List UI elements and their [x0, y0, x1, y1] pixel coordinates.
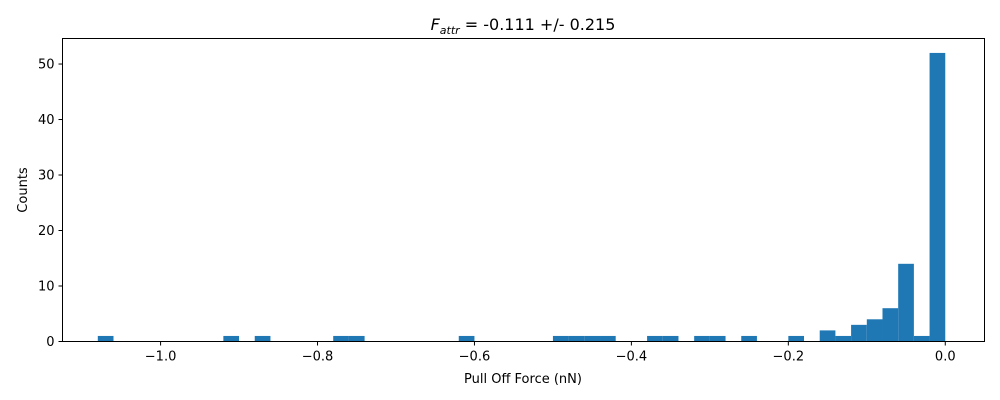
chart-title: Fattr = -0.111 +/- 0.215 — [431, 15, 616, 37]
histogram-bar — [458, 335, 475, 342]
y-tick-label: 50 — [38, 58, 55, 73]
histogram-bar — [568, 335, 585, 342]
histogram-bar — [851, 324, 867, 342]
histogram-bar — [694, 335, 710, 342]
title-symbol: F — [431, 15, 441, 34]
histogram-bars — [97, 52, 946, 342]
histogram-bar — [254, 335, 271, 342]
y-tick-label: 20 — [38, 224, 55, 239]
x-tick-label: 0.0 — [935, 350, 956, 365]
histogram-bar — [882, 308, 899, 342]
title-rest: = -0.111 +/- 0.215 — [460, 15, 616, 34]
y-axis-ticks: 0 10 20 30 40 50 — [38, 58, 63, 350]
histogram-bar — [584, 335, 600, 342]
histogram-bar — [647, 335, 663, 342]
x-tick-label: −1.0 — [145, 350, 177, 365]
histogram-bar — [898, 263, 914, 342]
histogram-bar — [819, 330, 836, 342]
x-tick-label: −0.4 — [616, 350, 648, 365]
y-tick-label: 0 — [46, 335, 54, 350]
histogram-bar — [600, 335, 616, 342]
x-axis-ticks: −1.0 −0.8 −0.6 −0.4 −0.2 0.0 — [145, 341, 956, 365]
title-subscript: attr — [440, 24, 461, 37]
y-tick-label: 40 — [38, 113, 55, 128]
y-tick-label: 10 — [38, 280, 55, 295]
histogram-bar — [662, 335, 679, 342]
x-tick-label: −0.2 — [773, 350, 805, 365]
histogram-bar — [866, 319, 883, 342]
histogram-bar — [835, 335, 852, 342]
histogram-bar — [709, 335, 726, 342]
y-tick-label: 30 — [38, 169, 55, 184]
plot-frame — [62, 38, 985, 342]
histogram-bar — [552, 335, 569, 342]
y-axis-label: Counts — [16, 167, 31, 213]
x-tick-label: −0.6 — [459, 350, 491, 365]
x-axis-label: Pull Off Force (nN) — [464, 372, 582, 387]
x-tick-label: −0.8 — [302, 350, 334, 365]
histogram-bar — [333, 335, 349, 342]
histogram-bar — [223, 335, 240, 342]
histogram-bar — [741, 335, 757, 342]
histogram-bar — [913, 335, 930, 342]
histogram-bar — [788, 335, 805, 342]
histogram-bar — [929, 52, 946, 342]
histogram-bar — [97, 335, 114, 342]
histogram-bar — [348, 335, 365, 342]
